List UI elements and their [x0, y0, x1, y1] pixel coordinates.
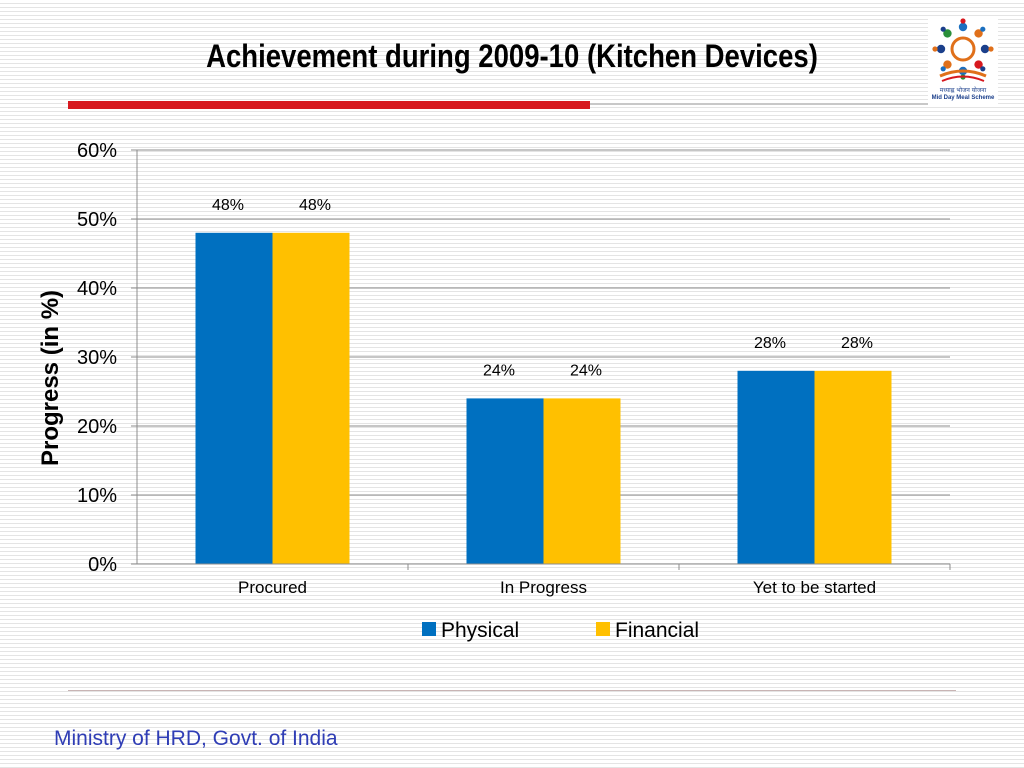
logo-figure-head [988, 46, 994, 52]
footer-divider [68, 690, 956, 691]
chart-bars [195, 232, 892, 565]
legend-label-financial: Financial [615, 619, 699, 642]
logo-figure-head [980, 26, 986, 32]
logo-caption-english: Mid Day Meal Scheme [931, 95, 995, 101]
y-tick-label: 0% [88, 554, 117, 576]
data-label: 28% [841, 335, 873, 352]
logo-figure [974, 60, 983, 69]
footer-text: Ministry of HRD, Govt. of India [54, 727, 338, 750]
bar-physical [466, 398, 544, 564]
data-label: 24% [570, 362, 602, 379]
y-tick-label: 10% [77, 485, 117, 507]
data-label: 48% [299, 197, 331, 214]
bar-financial [543, 398, 621, 564]
legend-label-physical: Physical [441, 619, 519, 642]
logo-figure-head [932, 46, 938, 52]
data-label: 48% [212, 197, 244, 214]
logo-caption-hindi: मध्याह्न भोजन योजना [939, 87, 987, 94]
logo-figure [974, 29, 983, 38]
chart-labels: 0% 10% 20% 30% 40% 50% 60% 48% 48% Procured 24% 24%… [77, 140, 876, 597]
y-tick-label: 60% [77, 140, 117, 162]
mid-day-meal-logo: मध्याह्न भोजन योजना Mid Day Meal Scheme [928, 16, 998, 106]
logo-figure-head [980, 66, 986, 72]
logo-figure-head [940, 26, 946, 32]
slide-title: Achievement during 2009-10 (Kitchen Devi… [206, 38, 818, 74]
y-tick-label: 40% [77, 278, 117, 300]
bar-financial [814, 370, 892, 564]
y-tick-label: 30% [77, 347, 117, 369]
logo-figure [958, 22, 968, 32]
logo-figure [936, 44, 946, 54]
logo-figure-head [960, 18, 966, 24]
y-axis-title: Progress (in %) [37, 290, 64, 466]
chart-legend: Physical Financial [422, 619, 699, 642]
logo-figure [980, 44, 990, 54]
data-label: 24% [483, 362, 515, 379]
title-divider [590, 103, 956, 105]
bar-physical [195, 232, 273, 565]
bar-physical [737, 370, 815, 564]
legend-swatch-financial [596, 622, 610, 636]
y-tick-label: 50% [77, 209, 117, 231]
x-category-label: Yet to be started [753, 578, 876, 597]
logo-figure-head [940, 66, 946, 72]
legend-swatch-physical [422, 622, 436, 636]
y-tick-label: 20% [77, 416, 117, 438]
title-accent-rule [68, 101, 590, 109]
data-label: 28% [754, 335, 786, 352]
logo-figure [943, 60, 952, 69]
logo-figure [943, 29, 952, 38]
chart-axes [131, 149, 951, 570]
logo-emblem-icon [932, 18, 994, 82]
x-category-label: Procured [238, 578, 307, 597]
bar-financial [272, 232, 350, 565]
x-category-label: In Progress [500, 578, 587, 597]
